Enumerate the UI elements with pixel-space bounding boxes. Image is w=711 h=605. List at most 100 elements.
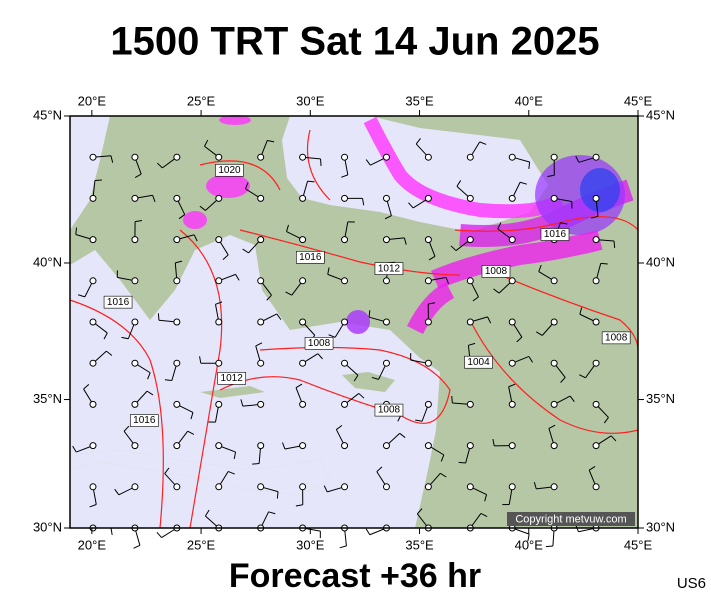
station [383, 195, 389, 201]
isobar-label: 1004 [467, 357, 490, 368]
station [425, 154, 431, 160]
y-tick-label: 45°N [33, 107, 62, 122]
station [509, 237, 515, 243]
station [132, 360, 138, 366]
station [174, 360, 180, 366]
station [509, 319, 515, 325]
station [593, 278, 599, 284]
station [467, 401, 473, 407]
station [467, 237, 473, 243]
station [509, 443, 515, 449]
station [258, 237, 264, 243]
station [258, 401, 264, 407]
x-tick-label: 25°E [187, 537, 216, 552]
station [509, 484, 515, 490]
station [216, 237, 222, 243]
y-tick-label: 30°N [646, 519, 675, 534]
station [509, 401, 515, 407]
x-tick-label: 45°E [624, 537, 653, 552]
station [509, 278, 515, 284]
station [551, 319, 557, 325]
x-tick-label: 20°E [78, 537, 107, 552]
station [174, 237, 180, 243]
x-tick-label: 40°E [515, 93, 544, 108]
station [383, 360, 389, 366]
x-tick-label: 20°E [78, 93, 107, 108]
station [132, 484, 138, 490]
isobar-label: 1008 [605, 333, 628, 344]
station [593, 195, 599, 201]
station [90, 319, 96, 325]
station [174, 401, 180, 407]
wind-barb [529, 162, 530, 169]
wind-barb [369, 310, 370, 317]
station [258, 195, 264, 201]
isobar-label: 1020 [218, 165, 241, 176]
station [300, 443, 306, 449]
station [467, 195, 473, 201]
station [467, 278, 473, 284]
station [593, 443, 599, 449]
station [300, 195, 306, 201]
isobar-label: 1012 [378, 263, 401, 274]
code-label: US6 [677, 575, 706, 592]
station [593, 360, 599, 366]
station [342, 237, 348, 243]
wind-barb [252, 464, 259, 465]
station [300, 401, 306, 407]
station [551, 360, 557, 366]
station [132, 237, 138, 243]
precip [580, 168, 620, 212]
x-tick-label: 40°E [515, 537, 544, 552]
station [425, 360, 431, 366]
station [467, 484, 473, 490]
y-tick-label: 40°N [646, 254, 675, 269]
station [467, 154, 473, 160]
isobar-label: 1016 [107, 297, 130, 308]
x-tick-label: 35°E [405, 93, 434, 108]
station [90, 237, 96, 243]
station [342, 443, 348, 449]
wind-barb [601, 263, 608, 264]
title: 1500 TRT Sat 14 Jun 2025 [110, 20, 599, 64]
station [132, 154, 138, 160]
station [509, 360, 515, 366]
station [90, 443, 96, 449]
station [551, 401, 557, 407]
station [258, 443, 264, 449]
station [342, 360, 348, 366]
wind-barb [321, 159, 322, 166]
station [174, 278, 180, 284]
station [216, 443, 222, 449]
station [174, 319, 180, 325]
wind-barb [459, 462, 466, 463]
station [90, 195, 96, 201]
station [300, 360, 306, 366]
x-tick-label: 30°E [296, 93, 325, 108]
station [90, 154, 96, 160]
station [258, 319, 264, 325]
station [216, 360, 222, 366]
y-tick-label: 35°N [33, 391, 62, 406]
station [342, 319, 348, 325]
station [383, 443, 389, 449]
precip [346, 310, 370, 334]
station [300, 237, 306, 243]
station [383, 319, 389, 325]
precip [206, 174, 250, 198]
wind-barb [452, 396, 453, 403]
station [258, 278, 264, 284]
station [593, 484, 599, 490]
station [342, 154, 348, 160]
x-tick-label: 30°E [296, 537, 325, 552]
wind-barb [158, 313, 159, 320]
x-tick-label: 35°E [405, 537, 434, 552]
station [593, 319, 599, 325]
isobar-label: 1008 [485, 266, 508, 277]
station [258, 484, 264, 490]
station [90, 484, 96, 490]
station [425, 443, 431, 449]
credit: Copyright metvuw.com [515, 513, 626, 525]
station [467, 319, 473, 325]
